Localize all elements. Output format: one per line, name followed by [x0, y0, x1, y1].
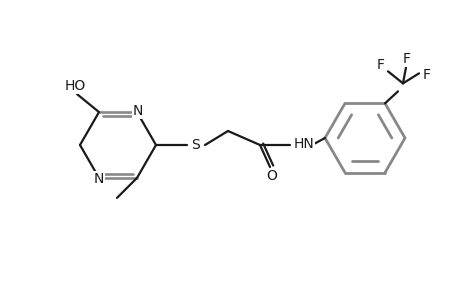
Text: S: S	[191, 138, 200, 152]
Text: O: O	[266, 169, 277, 183]
Text: N: N	[94, 172, 104, 186]
Text: N: N	[133, 104, 143, 118]
Text: HN: HN	[293, 137, 313, 151]
Text: F: F	[376, 58, 384, 72]
Text: F: F	[422, 68, 430, 83]
Text: HO: HO	[64, 79, 85, 93]
Text: F: F	[402, 52, 410, 66]
